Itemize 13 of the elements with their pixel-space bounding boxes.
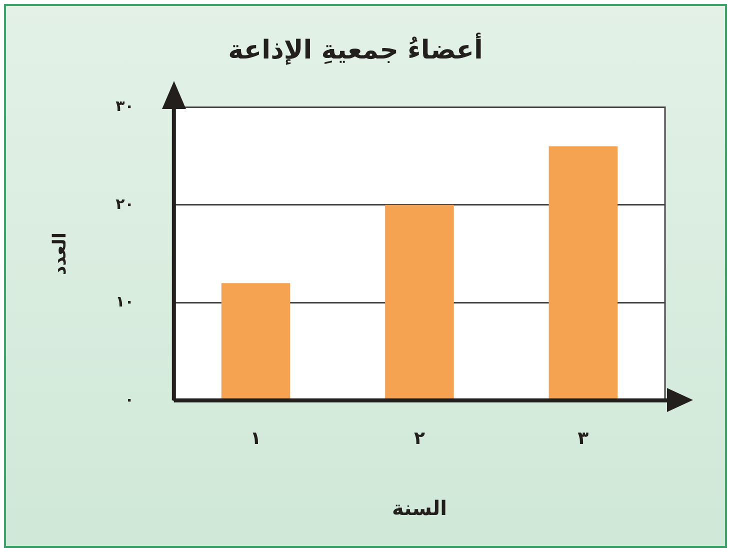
x-tick-label: ٣ xyxy=(578,428,589,449)
chart-title: أعضاءُ جمعيةِ الإذاعة xyxy=(228,32,483,66)
y-tick-label: ٢٠ xyxy=(116,194,134,213)
y-axis-title: العدد xyxy=(49,232,70,276)
x-axis-title: السنة xyxy=(392,496,447,520)
bar xyxy=(385,204,454,400)
bar xyxy=(548,146,618,400)
x-tick-label: ٢ xyxy=(414,428,425,449)
bar xyxy=(221,283,290,400)
y-tick-label: ٠ xyxy=(124,390,134,408)
x-tick-label: ١ xyxy=(250,428,262,449)
y-tick-label: ١٠ xyxy=(116,292,134,311)
y-tick-label: ٣٠ xyxy=(116,97,134,116)
